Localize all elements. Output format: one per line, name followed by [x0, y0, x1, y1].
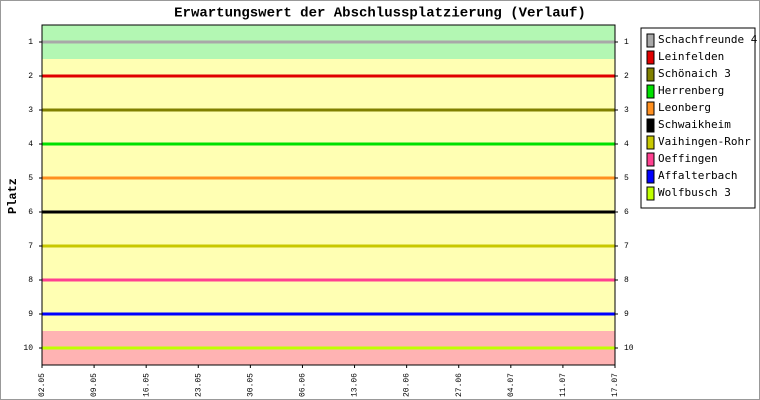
legend-swatch	[646, 33, 655, 48]
y-tick-label: 7	[28, 242, 33, 251]
legend-label: Vaihingen-Rohr	[658, 135, 751, 148]
y-tick-label: 1	[28, 38, 33, 47]
legend-label: Schachfreunde 4	[658, 33, 758, 46]
legend-label: Leinfelden	[658, 50, 724, 63]
x-tick-label: 02.05	[38, 373, 47, 397]
x-tick-label: 09.05	[90, 373, 99, 397]
x-tick-label: 13.06	[351, 373, 360, 397]
y-tick-label-right: 2	[624, 72, 629, 81]
x-tick-label: 30.05	[246, 373, 255, 397]
y-tick-label-right: 10	[624, 344, 634, 353]
x-tick-label: 04.07	[507, 373, 516, 397]
legend-label: Schönaich 3	[658, 67, 731, 80]
legend-swatch	[646, 50, 655, 65]
y-tick-label: 5	[28, 174, 33, 183]
legend-swatch	[646, 84, 655, 99]
x-tick-label: 16.05	[142, 373, 151, 397]
legend-label: Leonberg	[658, 101, 711, 114]
legend-swatch	[646, 169, 655, 184]
y-tick-label: 10	[23, 344, 33, 353]
legend-swatch	[646, 186, 655, 201]
y-tick-label: 6	[28, 208, 33, 217]
y-axis-label: Platz	[6, 178, 20, 214]
legend-label: Oeffingen	[658, 152, 718, 165]
y-tick-label: 9	[28, 310, 33, 319]
y-tick-label-right: 6	[624, 208, 629, 217]
y-tick-label: 4	[28, 140, 33, 149]
y-tick-label: 2	[28, 72, 33, 81]
legend-swatch	[646, 152, 655, 167]
y-tick-label-right: 3	[624, 106, 629, 115]
y-tick-label: 3	[28, 106, 33, 115]
y-tick-label-right: 1	[624, 38, 629, 47]
y-tick-label-right: 7	[624, 242, 629, 251]
legend-swatch	[646, 67, 655, 82]
y-tick-label-right: 8	[624, 276, 629, 285]
x-tick-label: 11.07	[559, 373, 568, 397]
x-tick-label: 23.05	[194, 373, 203, 397]
plot-border	[41, 24, 616, 366]
x-tick-label: 27.06	[455, 373, 464, 397]
legend-swatch	[646, 118, 655, 133]
legend-swatch	[646, 135, 655, 150]
legend-box	[640, 27, 756, 209]
chart-title: Erwartungswert der Abschlussplatzierung …	[174, 6, 586, 22]
y-tick-label-right: 5	[624, 174, 629, 183]
legend-label: Schwaikheim	[658, 118, 731, 131]
y-tick-label-right: 4	[624, 140, 629, 149]
legend-swatch	[646, 101, 655, 116]
y-tick-label-right: 9	[624, 310, 629, 319]
legend-label: Herrenberg	[658, 84, 724, 97]
y-tick-label: 8	[28, 276, 33, 285]
legend-label: Affalterbach	[658, 169, 737, 182]
x-tick-label: 20.06	[403, 373, 412, 397]
band	[42, 59, 615, 331]
x-tick-label: 06.06	[299, 373, 308, 397]
legend-label: Wolfbusch 3	[658, 186, 731, 199]
x-tick-label: 17.07	[611, 373, 620, 397]
